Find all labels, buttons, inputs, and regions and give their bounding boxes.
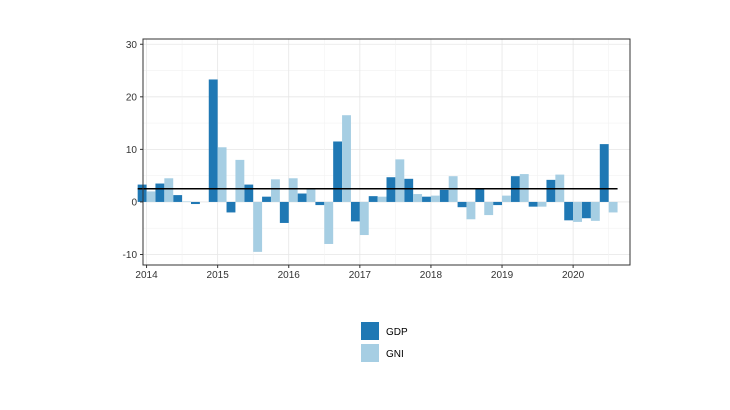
bar-gni [537, 201, 547, 207]
bar-gdp [493, 201, 503, 206]
y-tick-label: 0 [131, 197, 137, 208]
bar-gdp [350, 201, 360, 222]
bar-gdp [244, 184, 254, 202]
y-tick-label: 10 [126, 145, 138, 156]
bar-gdp [279, 201, 289, 223]
y-tick-label: 20 [126, 92, 138, 103]
y-tick-label: -10 [123, 250, 138, 261]
legend-label-gni: GNI [386, 349, 404, 360]
bar-gdp [422, 196, 431, 202]
bar-gni [217, 147, 227, 202]
x-tick-label: 2018 [420, 270, 443, 281]
bar-gdp [226, 201, 236, 213]
bar-gni [573, 201, 583, 222]
plot-border [142, 38, 631, 266]
bar-gdp [208, 79, 218, 202]
bar-gni [608, 201, 618, 213]
legend-label-gdp: GDP [386, 327, 408, 338]
bar-gdp [173, 195, 183, 202]
bar-gdp [386, 177, 396, 202]
x-tick-label: 2015 [207, 270, 230, 281]
bar-gdp [599, 144, 609, 202]
gridlines [143, 39, 630, 265]
bar-gni [288, 178, 298, 202]
bar-gni [395, 159, 405, 202]
x-tick-label: 2016 [278, 270, 301, 281]
bar-gdp [475, 188, 485, 202]
bar-gdp [333, 141, 343, 202]
bar-gni [342, 115, 351, 202]
y-axis: -10 0 10 20 30 [123, 40, 143, 261]
x-tick-label: 2014 [135, 270, 158, 281]
bar-gni [253, 201, 263, 252]
bar-gdp [439, 189, 449, 202]
bar-gni [590, 201, 600, 221]
bar-gni [235, 159, 245, 202]
y-tick-label: 30 [126, 40, 138, 51]
bar-gdp [546, 179, 556, 202]
bar-gni [306, 188, 316, 202]
bar-gni [484, 201, 494, 216]
bar-gni [377, 196, 387, 202]
bar-gni [413, 194, 423, 202]
legend-key-gdp [361, 322, 379, 340]
x-tick-label: 2020 [562, 270, 585, 281]
bar-gni [270, 179, 280, 202]
bar-gni [502, 195, 511, 202]
bar-gdp [582, 201, 591, 219]
x-axis: 2014 2015 2016 2017 2018 2019 2020 [135, 265, 585, 281]
bar-gdp [190, 201, 200, 205]
bar-gni [182, 201, 191, 202]
bar-gdp [404, 178, 414, 202]
bar-gdp [137, 184, 147, 202]
bars [137, 79, 618, 252]
bar-gni [324, 201, 334, 244]
bar-gni [519, 174, 529, 202]
bar-gdp [368, 196, 378, 202]
bar-gdp [297, 193, 307, 202]
bar-gdp [528, 201, 538, 207]
bar-gni [146, 191, 156, 202]
bar-gdp [457, 201, 467, 208]
x-tick-label: 2017 [349, 270, 372, 281]
bar-gni [359, 201, 369, 236]
x-tick-label: 2019 [491, 270, 514, 281]
bar-gdp [564, 201, 574, 221]
legend: GDP GNI [361, 322, 408, 362]
legend-key-gni [361, 344, 379, 362]
bar-gdp [155, 183, 165, 202]
bar-gni [466, 201, 476, 220]
bar-gdp [315, 201, 325, 206]
bar-gni [430, 195, 440, 202]
bar-gdp [262, 196, 271, 202]
bar-gni [164, 178, 174, 202]
